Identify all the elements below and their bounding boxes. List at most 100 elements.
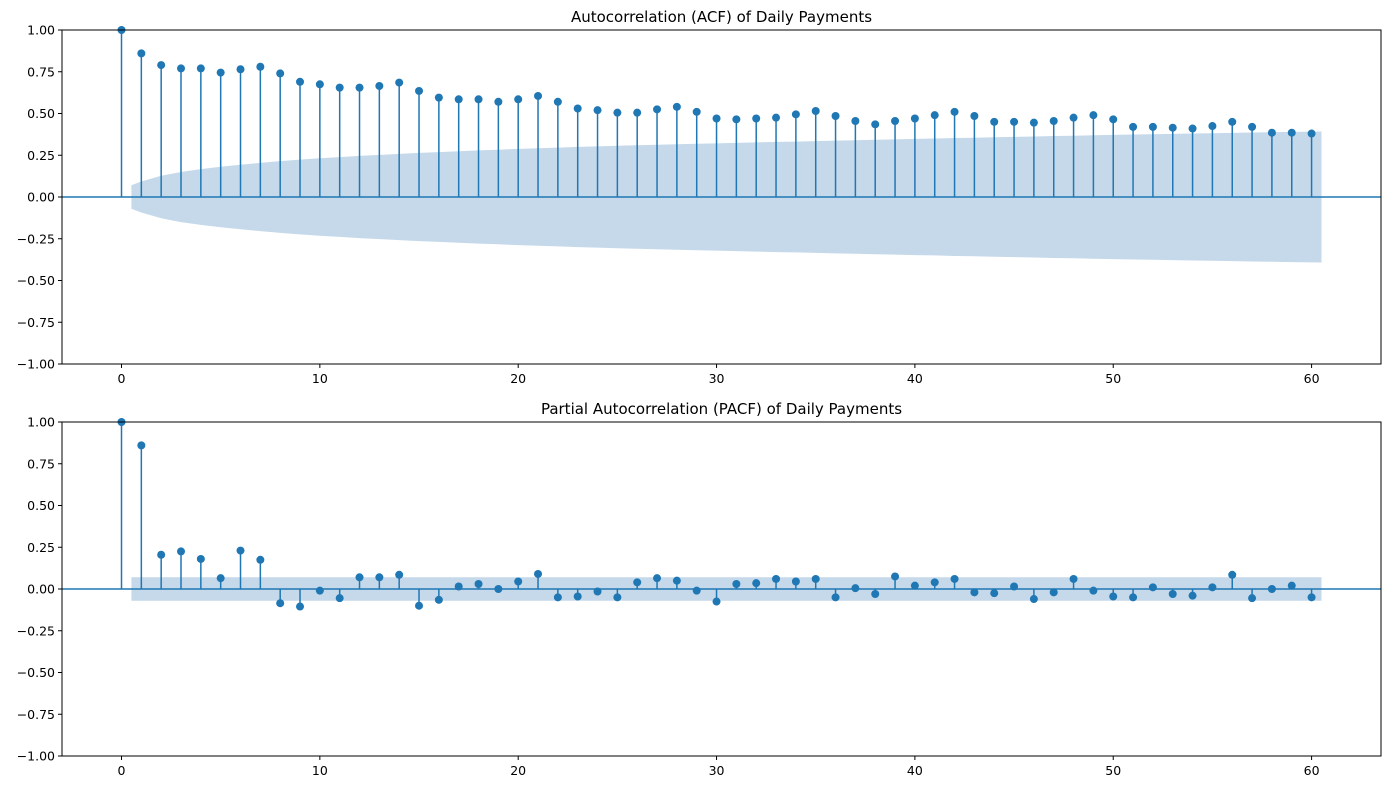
pacf-xtick-label: 30	[709, 763, 725, 778]
pacf-point-lag-23	[573, 592, 582, 601]
acf-point-lag-11	[335, 83, 344, 92]
acf-point-lag-27	[653, 105, 662, 114]
acf-point-lag-57	[1248, 122, 1257, 131]
acf-point-lag-21	[534, 91, 543, 100]
pacf-point-lag-44	[990, 589, 999, 598]
pacf-point-lag-51	[1129, 593, 1138, 602]
pacf-point-lag-35	[811, 574, 820, 583]
pacf-point-lag-29	[692, 586, 701, 595]
acf-ytick-label: 0.75	[27, 64, 55, 79]
acf-ytick-label: −0.25	[17, 231, 55, 246]
acf-point-lag-52	[1148, 122, 1157, 131]
acf-ytick-label: 0.50	[27, 106, 55, 121]
acf-point-lag-24	[593, 106, 602, 115]
pacf-point-lag-31	[732, 579, 741, 588]
acf-point-lag-28	[672, 102, 681, 111]
pacf-point-lag-46	[1029, 595, 1038, 604]
pacf-point-lag-52	[1148, 583, 1157, 592]
acf-point-lag-33	[772, 113, 781, 122]
acf-point-lag-6	[236, 65, 245, 74]
pacf-ytick-label: 0.25	[27, 540, 55, 555]
pacf-ytick-label: 0.50	[27, 498, 55, 513]
acf-point-lag-3	[177, 64, 186, 73]
pacf-xtick-label: 40	[907, 763, 923, 778]
acf-point-lag-39	[891, 117, 900, 126]
pacf-point-lag-14	[395, 570, 404, 579]
pacf-point-lag-56	[1228, 570, 1237, 579]
pacf-ytick-label: −0.25	[17, 623, 55, 638]
acf-point-lag-48	[1069, 113, 1078, 122]
pacf-point-lag-20	[514, 577, 523, 586]
acf-point-lag-13	[375, 81, 384, 90]
acf-point-lag-42	[950, 107, 959, 116]
acf-point-lag-9	[296, 77, 305, 86]
acf-point-lag-15	[415, 86, 424, 95]
acf-point-lag-54	[1188, 124, 1197, 133]
pacf-xtick-label: 0	[118, 763, 126, 778]
pacf-point-lag-48	[1069, 574, 1078, 583]
acf-title: Autocorrelation (ACF) of Daily Payments	[571, 8, 872, 26]
acf-point-lag-12	[355, 83, 364, 92]
pacf-point-lag-33	[772, 574, 781, 583]
pacf-panel: Partial Autocorrelation (PACF) of Daily …	[17, 400, 1382, 778]
acf-point-lag-58	[1267, 128, 1276, 137]
acf-point-lag-30	[712, 114, 721, 123]
acf-ytick-label: 0.00	[27, 190, 55, 205]
acf-ytick-label: −1.00	[17, 357, 55, 372]
acf-point-lag-45	[1010, 117, 1019, 126]
acf-point-lag-17	[454, 95, 463, 104]
pacf-point-lag-28	[672, 576, 681, 585]
pacf-point-lag-24	[593, 587, 602, 596]
acf-point-lag-35	[811, 106, 820, 115]
pacf-point-lag-16	[434, 595, 443, 604]
pacf-ytick-label: −0.75	[17, 707, 55, 722]
acf-point-lag-18	[474, 95, 483, 104]
pacf-point-lag-38	[871, 590, 880, 599]
acf-point-lag-34	[791, 110, 800, 119]
pacf-point-lag-15	[415, 601, 424, 610]
acf-point-lag-50	[1109, 115, 1118, 124]
acf-point-lag-26	[633, 108, 642, 117]
pacf-ytick-label: 0.00	[27, 582, 55, 597]
acf-point-lag-53	[1168, 123, 1177, 132]
acf-ytick-label: 0.25	[27, 148, 55, 163]
pacf-point-lag-39	[891, 572, 900, 581]
pacf-point-lag-55	[1208, 583, 1217, 592]
pacf-point-lag-3	[177, 547, 186, 556]
pacf-point-lag-4	[196, 554, 205, 563]
acf-point-lag-44	[990, 117, 999, 126]
acf-point-lag-29	[692, 107, 701, 116]
acf-xtick-label: 50	[1105, 371, 1121, 386]
pacf-point-lag-1	[137, 441, 146, 450]
pacf-xtick-label: 50	[1105, 763, 1121, 778]
pacf-point-lag-42	[950, 574, 959, 583]
acf-point-lag-31	[732, 115, 741, 124]
acf-point-lag-49	[1089, 111, 1098, 120]
acf-point-lag-56	[1228, 117, 1237, 126]
pacf-point-lag-49	[1089, 586, 1098, 595]
acf-point-lag-41	[930, 111, 939, 120]
acf-point-lag-40	[910, 114, 919, 123]
pacf-point-lag-6	[236, 546, 245, 555]
acf-point-lag-16	[434, 93, 443, 102]
pacf-point-lag-32	[752, 579, 761, 588]
acf-point-lag-36	[831, 112, 840, 121]
acf-point-lag-5	[216, 68, 225, 77]
acf-point-lag-1	[137, 49, 146, 58]
pacf-point-lag-40	[910, 581, 919, 590]
acf-point-lag-7	[256, 62, 265, 71]
acf-xtick-label: 20	[510, 371, 526, 386]
pacf-point-lag-17	[454, 582, 463, 591]
acf-point-lag-55	[1208, 122, 1217, 131]
acf-point-lag-4	[196, 64, 205, 73]
acf-ytick-label: 1.00	[27, 23, 55, 38]
pacf-point-lag-34	[791, 577, 800, 586]
pacf-xtick-label: 60	[1304, 763, 1320, 778]
pacf-point-lag-59	[1287, 581, 1296, 590]
pacf-point-lag-54	[1188, 591, 1197, 600]
acf-point-lag-10	[315, 80, 324, 89]
pacf-point-lag-7	[256, 555, 265, 564]
pacf-point-lag-60	[1307, 593, 1316, 602]
pacf-xtick-label: 20	[510, 763, 526, 778]
acf-xtick-label: 30	[709, 371, 725, 386]
